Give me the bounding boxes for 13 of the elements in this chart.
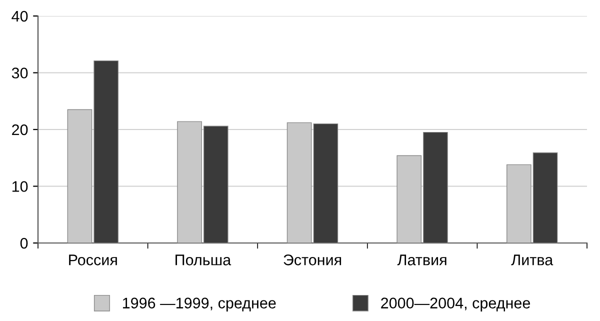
x-tick-label: Эстония	[284, 254, 342, 266]
legend-label: 2000—2004, среднее	[381, 298, 530, 312]
y-tick-label: 30	[12, 68, 28, 78]
y-tick-label: 40	[12, 10, 28, 22]
x-tick-label: Литва	[511, 254, 554, 266]
legend-label: 1996 —1999, среднее	[122, 298, 276, 312]
y-tick-label: 20	[12, 124, 28, 136]
y-tick-label: 0	[20, 238, 28, 249]
bar	[313, 123, 338, 243]
x-tick-label: Россия	[69, 254, 117, 266]
x-tick-label: Латвия	[397, 254, 446, 266]
y-tick-label: 10	[12, 181, 28, 192]
x-tick-label: Польша	[176, 254, 232, 266]
